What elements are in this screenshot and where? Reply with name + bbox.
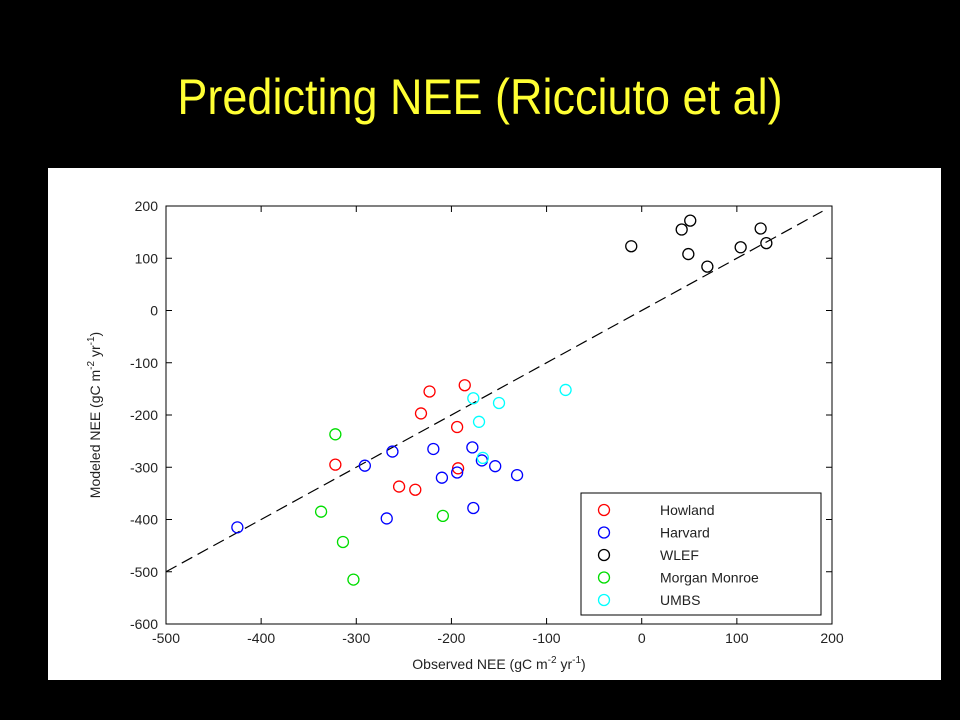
- y-tick-label: 0: [150, 303, 158, 319]
- legend-marker: [597, 593, 611, 607]
- legend-entry: Howland: [660, 502, 714, 518]
- y-tick-label: -200: [130, 407, 158, 423]
- data-point: [559, 383, 572, 397]
- legend-marker: [597, 548, 611, 562]
- data-point: [336, 535, 350, 549]
- data-point: [358, 459, 371, 472]
- x-axis-label: Observed NEE (gC m-2 yr-1): [412, 655, 585, 672]
- legend-marker: [597, 503, 611, 517]
- data-point: [347, 573, 360, 586]
- legend-entry: Harvard: [660, 525, 710, 541]
- data-point: [329, 428, 342, 441]
- data-point: [409, 483, 422, 496]
- x-tick-label: -400: [247, 630, 275, 646]
- x-tick-label: -100: [533, 630, 561, 646]
- legend-entry: Morgan Monroe: [660, 570, 759, 586]
- y-tick-label: -300: [130, 459, 158, 475]
- y-tick-label: -600: [130, 616, 158, 632]
- legend-box: [580, 492, 822, 616]
- data-point: [754, 222, 767, 235]
- data-point: [684, 214, 697, 227]
- data-point: [392, 480, 406, 493]
- data-point: [467, 501, 480, 515]
- data-point: [682, 247, 695, 261]
- legend-entry: WLEF: [660, 547, 699, 563]
- legend-marker: [597, 526, 611, 539]
- x-tick-label: -300: [342, 630, 370, 646]
- data-point: [450, 466, 464, 479]
- data-point: [329, 458, 342, 471]
- data-point: [436, 509, 450, 522]
- data-point: [423, 385, 436, 398]
- chart-legend: Howland Harvard WLEF Morgan Monroe UMBS: [580, 492, 822, 616]
- y-tick-label: -400: [130, 512, 158, 528]
- data-point: [701, 260, 714, 273]
- x-tick-label: -500: [152, 630, 180, 646]
- x-tick-label: 0: [638, 630, 646, 646]
- chart-panel: -500 -400 -300 -200 -100 0 100 200 -600 -500 -400-…: [48, 168, 941, 680]
- y-tick-label: 200: [135, 198, 159, 214]
- legend-entry: UMBS: [660, 592, 700, 608]
- data-point: [489, 460, 502, 473]
- data-point: [476, 451, 489, 464]
- data-point: [314, 505, 328, 518]
- data-point: [414, 407, 428, 420]
- data-point: [472, 415, 486, 428]
- data-point: [231, 521, 244, 534]
- slide-title: Predicting NEE (Ricciuto et al): [177, 69, 783, 125]
- data-point: [760, 236, 773, 250]
- x-tick-label: -200: [437, 630, 465, 646]
- y-axis-label: Modeled NEE (gC m-2 yr-1): [86, 332, 103, 498]
- data-point: [510, 468, 524, 482]
- data-point: [466, 441, 479, 454]
- data-point: [492, 396, 506, 410]
- data-point: [675, 223, 688, 236]
- data-point: [450, 420, 464, 434]
- x-tick-label: 100: [725, 630, 749, 646]
- data-point: [380, 512, 393, 525]
- x-tick-label: 200: [820, 630, 844, 646]
- y-tick-label: 100: [135, 250, 159, 266]
- data-point: [427, 442, 440, 456]
- data-point: [386, 445, 399, 458]
- y-tick-label: -100: [130, 355, 158, 371]
- legend-marker: [597, 571, 611, 584]
- data-point: [435, 471, 449, 484]
- data-point: [625, 240, 638, 253]
- scatter-chart: -500 -400 -300 -200 -100 0 100 200-600-500-400-…: [86, 198, 844, 672]
- y-tick-label: -500: [130, 564, 158, 580]
- data-point: [451, 462, 465, 475]
- data-point: [467, 392, 480, 405]
- data-point: [458, 379, 471, 392]
- data-point: [734, 241, 747, 254]
